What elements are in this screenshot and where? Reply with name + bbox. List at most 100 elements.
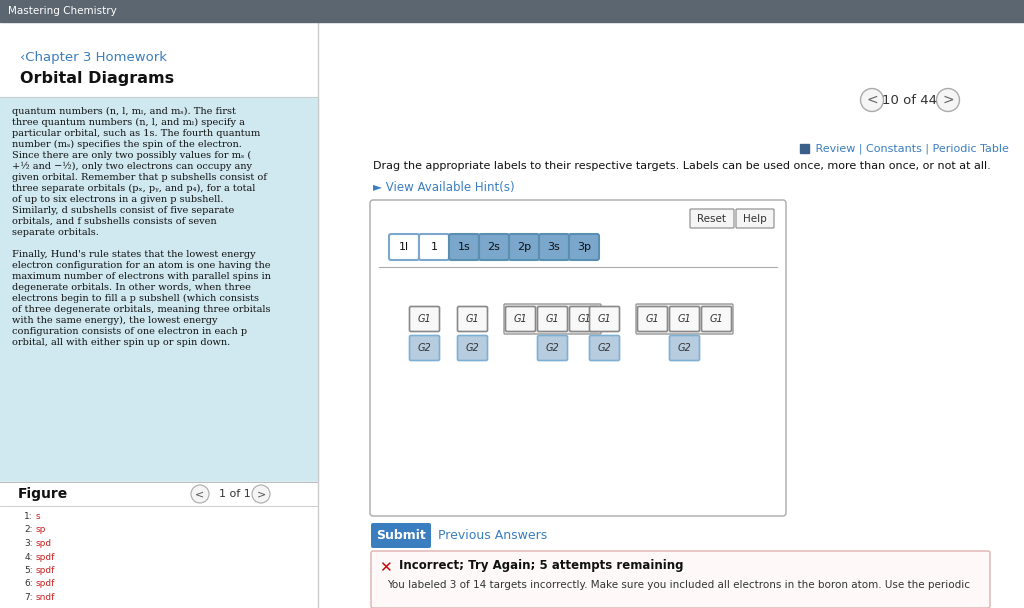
FancyBboxPatch shape [458, 306, 487, 331]
Text: Since there are only two possibly values for mₛ (: Since there are only two possibly values… [12, 151, 251, 160]
Text: spdf: spdf [36, 579, 55, 589]
Text: Figure: Figure [18, 487, 69, 501]
FancyBboxPatch shape [590, 336, 620, 361]
Circle shape [860, 89, 884, 111]
FancyBboxPatch shape [690, 209, 734, 228]
Text: G1: G1 [598, 314, 611, 324]
Text: G1: G1 [546, 314, 559, 324]
Circle shape [252, 485, 270, 503]
Bar [0, 0, 1024, 22]
FancyBboxPatch shape [371, 523, 431, 548]
Text: of up to six electrons in a given p subshell.: of up to six electrons in a given p subs… [12, 195, 223, 204]
Text: s: s [36, 512, 41, 521]
Text: 4:: 4: [25, 553, 33, 562]
Text: G1: G1 [418, 314, 431, 324]
Text: maximum number of electrons with parallel spins in: maximum number of electrons with paralle… [12, 272, 271, 281]
FancyBboxPatch shape [419, 234, 449, 260]
FancyBboxPatch shape [509, 234, 539, 260]
Text: degenerate orbitals. In other words, when three: degenerate orbitals. In other words, whe… [12, 283, 251, 292]
Text: electrons begin to fill a p subshell (which consists: electrons begin to fill a p subshell (wh… [12, 294, 259, 303]
Text: G2: G2 [546, 343, 559, 353]
Text: 1:: 1: [25, 512, 33, 521]
FancyBboxPatch shape [569, 234, 599, 260]
Text: number (mₛ) specifies the spin of the electron.: number (mₛ) specifies the spin of the el… [12, 140, 242, 149]
Text: given orbital. Remember that p subshells consist of: given orbital. Remember that p subshells… [12, 173, 267, 182]
Text: 10 of 44: 10 of 44 [883, 94, 938, 106]
Text: Drag the appropriate labels to their respective targets. Labels can be used once: Drag the appropriate labels to their res… [373, 161, 991, 171]
FancyBboxPatch shape [638, 306, 668, 331]
Text: ► View Available Hint(s): ► View Available Hint(s) [373, 182, 515, 195]
Text: G1: G1 [514, 314, 527, 324]
Text: Incorrect; Try Again; 5 attempts remaining: Incorrect; Try Again; 5 attempts remaini… [399, 559, 683, 573]
FancyBboxPatch shape [736, 209, 774, 228]
Text: <: < [866, 93, 878, 107]
Text: G1: G1 [466, 314, 479, 324]
Text: particular orbital, such as 1s. The fourth quantum: particular orbital, such as 1s. The four… [12, 129, 260, 138]
FancyBboxPatch shape [479, 234, 509, 260]
Text: ✕: ✕ [379, 561, 391, 576]
Text: quantum numbers (n, l, mₗ, and mₛ). The first: quantum numbers (n, l, mₗ, and mₛ). The … [12, 107, 236, 116]
FancyBboxPatch shape [538, 306, 567, 331]
Text: Review | Constants | Periodic Table: Review | Constants | Periodic Table [812, 143, 1009, 154]
Circle shape [191, 485, 209, 503]
FancyBboxPatch shape [410, 306, 439, 331]
Text: orbital, all with either spin up or spin down.: orbital, all with either spin up or spin… [12, 338, 230, 347]
FancyBboxPatch shape [539, 234, 569, 260]
Text: <: < [196, 489, 205, 499]
Text: 6:: 6: [25, 579, 33, 589]
Text: G2: G2 [598, 343, 611, 353]
FancyBboxPatch shape [371, 551, 990, 608]
Text: Help: Help [743, 213, 767, 224]
Bar [0, 482, 318, 608]
Text: G2: G2 [418, 343, 431, 353]
Text: sndf: sndf [36, 593, 55, 602]
Text: separate orbitals.: separate orbitals. [12, 228, 99, 237]
Text: 1l: 1l [399, 242, 409, 252]
Text: Reset: Reset [697, 213, 726, 224]
FancyBboxPatch shape [538, 336, 567, 361]
Text: 1 of 1: 1 of 1 [219, 489, 251, 499]
Text: G2: G2 [466, 343, 479, 353]
Text: G1: G1 [678, 314, 691, 324]
FancyBboxPatch shape [506, 306, 536, 331]
Text: Previous Answers: Previous Answers [438, 529, 547, 542]
Bar [0, 97, 318, 482]
Circle shape [937, 89, 959, 111]
Text: >: > [942, 93, 953, 107]
Text: G1: G1 [578, 314, 592, 324]
Text: Mastering Chemistry: Mastering Chemistry [8, 6, 117, 16]
Text: 3p: 3p [577, 242, 591, 252]
Text: ‹Chapter 3 Homework: ‹Chapter 3 Homework [20, 50, 167, 63]
Text: G1: G1 [645, 314, 659, 324]
Text: Similarly, d subshells consist of five separate: Similarly, d subshells consist of five s… [12, 206, 234, 215]
Text: 1: 1 [430, 242, 437, 252]
Text: 2s: 2s [487, 242, 501, 252]
Text: sp: sp [36, 525, 46, 534]
Text: G1: G1 [710, 314, 723, 324]
FancyBboxPatch shape [449, 234, 479, 260]
FancyBboxPatch shape [569, 306, 599, 331]
FancyBboxPatch shape [636, 304, 733, 334]
Text: Submit: Submit [376, 529, 426, 542]
FancyBboxPatch shape [670, 336, 699, 361]
Text: three separate orbitals (pₓ, pᵧ, and p₄), for a total: three separate orbitals (pₓ, pᵧ, and p₄)… [12, 184, 255, 193]
Text: with the same energy), the lowest energy: with the same energy), the lowest energy [12, 316, 217, 325]
Text: You labeled 3 of 14 targets incorrectly. Make sure you included all electrons in: You labeled 3 of 14 targets incorrectly.… [387, 580, 970, 590]
Text: 3:: 3: [25, 539, 33, 548]
FancyBboxPatch shape [701, 306, 731, 331]
Text: >: > [256, 489, 265, 499]
Text: three quantum numbers (n, l, and mₗ) specify a: three quantum numbers (n, l, and mₗ) spe… [12, 118, 245, 127]
Bar [800, 144, 809, 153]
FancyBboxPatch shape [410, 336, 439, 361]
Text: spdf: spdf [36, 566, 55, 575]
FancyBboxPatch shape [670, 306, 699, 331]
Text: 2p: 2p [517, 242, 531, 252]
FancyBboxPatch shape [590, 306, 620, 331]
Text: Orbital Diagrams: Orbital Diagrams [20, 72, 174, 86]
Text: configuration consists of one electron in each p: configuration consists of one electron i… [12, 327, 247, 336]
Bar [0, 22, 318, 119]
FancyBboxPatch shape [370, 200, 786, 516]
Text: 3s: 3s [548, 242, 560, 252]
FancyBboxPatch shape [458, 336, 487, 361]
FancyBboxPatch shape [504, 304, 601, 334]
